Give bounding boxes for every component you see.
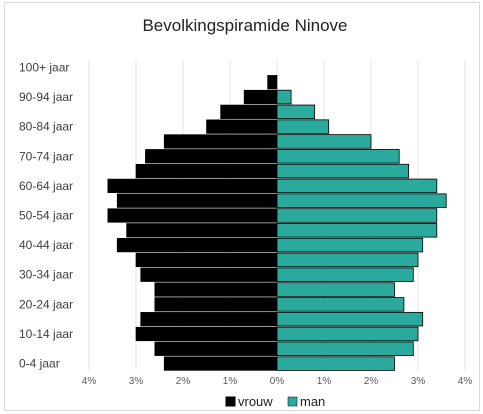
bar-vrouw-14 — [145, 149, 278, 164]
bar-vrouw-9 — [126, 223, 278, 238]
x-tick-label: 1% — [317, 376, 332, 387]
y-tick-label: 40-44 jaar — [19, 238, 73, 252]
chart-frame: Bevolkingspiramide Ninove 0-4 jaar 10-14 … — [4, 2, 480, 411]
bar-vrouw-0 — [163, 356, 278, 371]
bar-man-15 — [276, 134, 372, 149]
bar-vrouw-2 — [135, 326, 278, 342]
y-tick-label: 30-34 jaar — [19, 268, 73, 282]
legend-swatch-man — [287, 396, 298, 407]
bar-vrouw-15 — [163, 134, 278, 149]
bar-vrouw-11 — [116, 193, 278, 208]
bar-vrouw-3 — [140, 312, 278, 327]
x-tick-label: 3% — [129, 376, 144, 387]
bar-vrouw-1 — [154, 341, 278, 356]
bar-man-6 — [276, 267, 414, 282]
bar-vrouw-10 — [107, 208, 278, 223]
legend-label-man: man — [300, 394, 325, 409]
bar-man-1 — [276, 341, 414, 356]
chart-title: Bevolkingspiramide Ninove — [142, 16, 347, 35]
bar-man-18 — [276, 89, 292, 105]
bar-man-8 — [276, 237, 424, 253]
y-tick-label: 50-54 jaar — [19, 209, 73, 223]
y-tick-label: 60-64 jaar — [19, 179, 73, 193]
bar-vrouw-6 — [140, 267, 278, 282]
bar-vrouw-17 — [220, 104, 278, 119]
bar-man-7 — [276, 252, 419, 268]
bar-vrouw-12 — [107, 178, 278, 193]
bar-man-17 — [276, 104, 315, 120]
bar-vrouw-18 — [243, 89, 278, 105]
bar-man-0 — [276, 356, 395, 371]
bar-man-2 — [276, 326, 419, 342]
bar-man-3 — [276, 311, 424, 327]
legend-label-vrouw: vrouw — [238, 394, 273, 409]
bar-vrouw-19 — [267, 75, 278, 90]
x-tick-label: 1% — [223, 376, 238, 387]
y-tick-label: 20-24 jaar — [19, 297, 73, 311]
y-tick-label: 0-4 jaar — [19, 357, 60, 371]
bar-vrouw-8 — [116, 238, 278, 253]
bar-man-16 — [276, 119, 330, 134]
x-tick-label: 4% — [458, 376, 473, 387]
y-tick-label: 10-14 jaar — [19, 327, 73, 341]
bar-man-12 — [276, 178, 438, 194]
population-pyramid-chart: Bevolkingspiramide Ninove 0-4 jaar 10-14 … — [19, 16, 473, 409]
bar-vrouw-5 — [154, 282, 278, 297]
x-tick-label: 4% — [82, 376, 97, 387]
y-tick-label: 100+ jaar — [19, 60, 69, 74]
y-tick-label: 80-84 jaar — [19, 120, 73, 134]
y-tick-label: 70-74 jaar — [19, 149, 73, 163]
bar-man-9 — [276, 223, 438, 238]
x-tick-label: 0% — [270, 376, 285, 387]
y-tick-label: 90-94 jaar — [19, 90, 73, 104]
bar-vrouw-7 — [135, 252, 278, 268]
bar-man-14 — [276, 149, 400, 164]
legend: vrouw man — [225, 394, 325, 409]
bar-man-13 — [276, 163, 410, 179]
bar-vrouw-16 — [206, 119, 278, 134]
bar-man-10 — [276, 208, 438, 223]
bars — [107, 75, 447, 371]
bar-vrouw-13 — [135, 163, 278, 179]
x-tick-label: 2% — [176, 376, 191, 387]
x-tick-label: 2% — [364, 376, 379, 387]
bar-man-5 — [276, 282, 395, 297]
bar-man-4 — [276, 297, 405, 312]
bar-man-11 — [276, 193, 447, 208]
y-axis-labels: 0-4 jaar 10-14 jaar 20-24 jaar 30-34 jaar 40… — [19, 60, 73, 370]
x-axis-labels: 4% 3% 2% 1% 0% 1% 2% 3% 4% — [82, 376, 473, 387]
legend-swatch-vrouw — [225, 396, 236, 407]
x-tick-label: 3% — [411, 376, 426, 387]
bar-vrouw-4 — [154, 297, 278, 312]
